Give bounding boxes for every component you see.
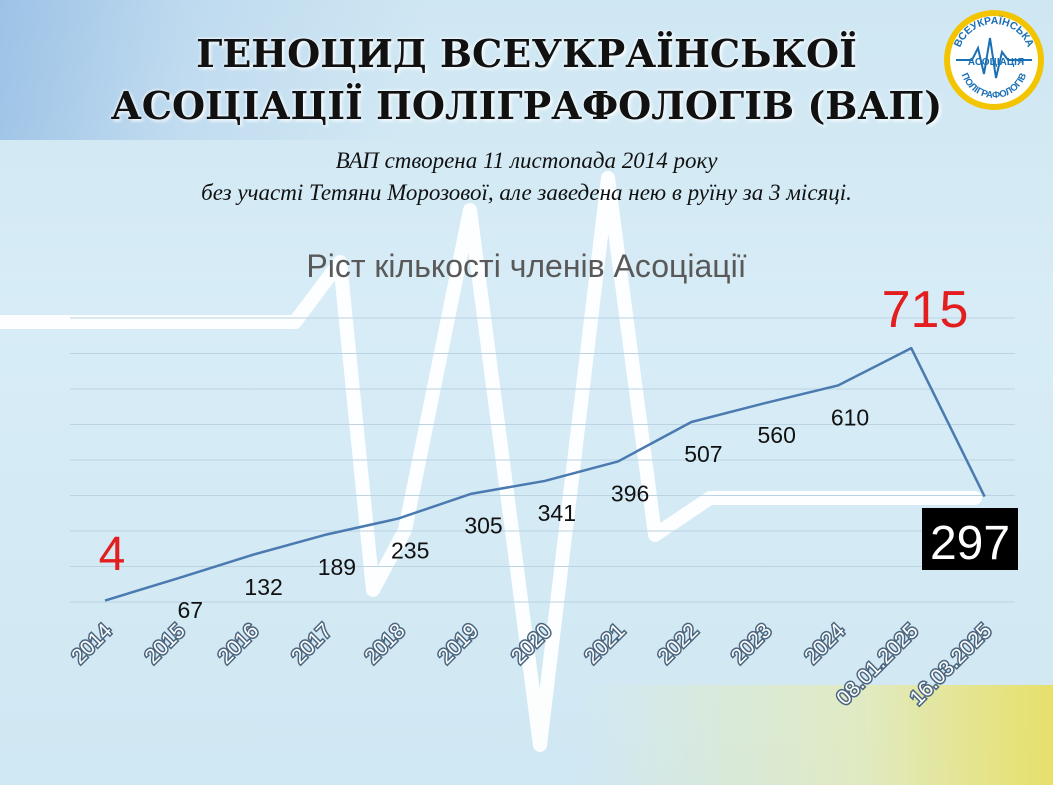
chart-x-axis: 2014 2015 2016 2017 2018 2019 2020 2021 2022 2023… [66,618,998,712]
chart-series [104,346,986,602]
x-tick-label: 2021 [580,619,629,668]
background-gradient-bottom [583,685,1053,785]
chart-title: Ріст кількості членів Асоціації [306,248,747,284]
data-label: 67 [178,597,204,623]
background-gradient-top [0,0,1053,140]
data-label: 297 [930,517,1010,570]
data-label: 507 [684,441,722,467]
data-label: 189 [318,554,356,580]
series-line [104,346,986,602]
chart-data-labels: 4 67 132 189 235 305 341 396 507 560 610 715 297 [99,281,1018,623]
page-title: ГЕНОЦИД ВСЕУКРАЇНСЬКОЇ АСОЦІАЦІЇ ПОЛІГРА… [0,28,1053,132]
chart-grid [70,317,1015,603]
data-label: 610 [831,404,869,430]
data-label: 235 [391,538,429,564]
x-tick-label: 2016 [214,619,263,668]
x-tick-label: 2018 [360,619,409,668]
x-tick-label: 2024 [800,619,850,669]
x-tick-label: 2020 [507,619,556,668]
data-label: 4 [99,528,126,581]
x-tick-label: 2022 [654,619,703,668]
last-value-box [922,508,1018,570]
x-tick-label: 2023 [727,619,776,668]
data-label: 715 [882,281,969,339]
data-label: 341 [538,500,576,526]
x-tick-label: 2014 [67,619,117,669]
x-tick-label: 2017 [287,619,336,668]
title-line-1: ГЕНОЦИД ВСЕУКРАЇНСЬКОЇ [196,31,857,76]
data-label: 560 [758,422,796,448]
x-tick-label: 2015 [141,619,190,668]
title-line-2: АСОЦІАЦІЇ ПОЛІГРАФОЛОГІВ (ВАП) [110,83,943,128]
association-logo: ВСЕУКРАЇНСЬКА ПОЛІГРАФОЛОГІВ АСОЦІАЦІЯ [944,10,1044,110]
data-label: 396 [611,480,649,506]
subtitle-line-1: ВАП створена 11 листопада 2014 року [335,148,718,173]
x-tick-label: 2019 [434,619,483,668]
data-label: 132 [244,574,282,600]
subtitle-line-2: без участі Тетяни Морозової, але заведен… [201,180,852,205]
logo-text-mid: АСОЦІАЦІЯ [968,57,1024,68]
subtitle: ВАП створена 11 листопада 2014 року без … [0,145,1053,209]
data-label: 305 [464,513,502,539]
